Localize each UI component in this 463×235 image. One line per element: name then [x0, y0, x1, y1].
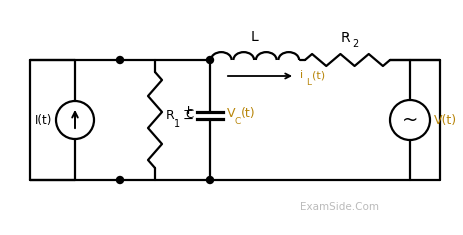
Circle shape: [116, 176, 123, 184]
Text: i: i: [300, 70, 302, 80]
Text: C: C: [234, 117, 241, 126]
Text: −: −: [182, 113, 194, 126]
Text: L: L: [250, 30, 258, 44]
Text: ~: ~: [401, 110, 417, 129]
Text: 1: 1: [174, 119, 180, 129]
Text: V: V: [226, 106, 235, 120]
Circle shape: [206, 176, 213, 184]
Circle shape: [206, 56, 213, 63]
Text: R: R: [166, 109, 175, 121]
Text: 2: 2: [352, 39, 358, 49]
Text: L: L: [305, 78, 310, 87]
Text: I(t): I(t): [35, 114, 52, 126]
Circle shape: [116, 56, 123, 63]
Text: C: C: [185, 107, 194, 121]
Text: (t): (t): [311, 70, 325, 80]
Text: R: R: [340, 31, 350, 45]
Text: (t): (t): [240, 106, 255, 120]
Text: ExamSide.Com: ExamSide.Com: [300, 202, 379, 212]
Text: V(t): V(t): [433, 114, 456, 126]
Text: +: +: [182, 104, 194, 117]
